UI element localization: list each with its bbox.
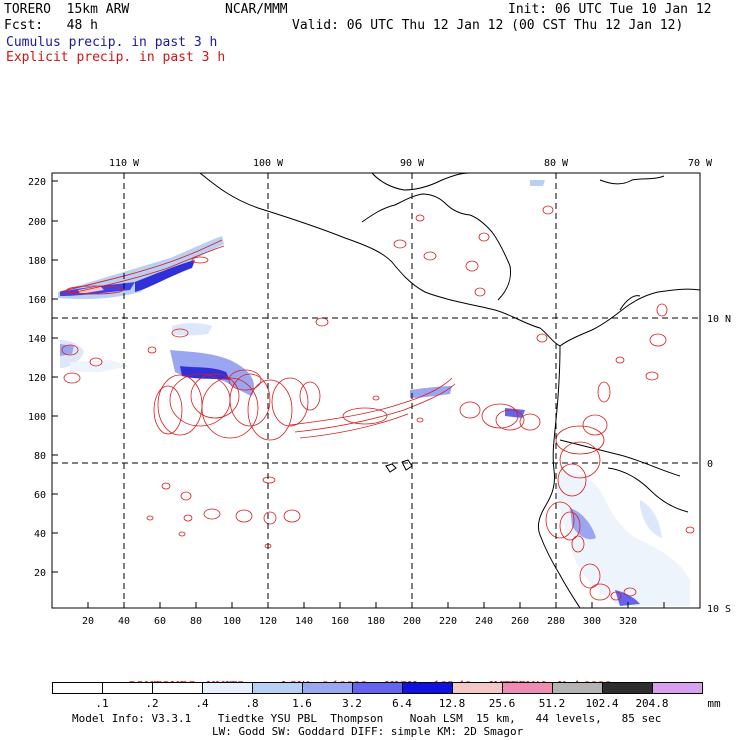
- grid-label-x: 280: [547, 616, 565, 627]
- grid-label-x: 220: [439, 616, 457, 627]
- lon-label-70w: 70 W: [688, 158, 713, 169]
- colorbar-label: 12.8: [438, 697, 466, 710]
- organization-label: NCAR/MMM: [225, 2, 288, 17]
- explicit-precip-label: Explicit precip. in past 3 h: [6, 50, 226, 65]
- cumulus-precip-shading: [58, 180, 690, 606]
- grid-label-y: 140: [28, 334, 46, 345]
- grid-label-x: 20: [82, 616, 94, 627]
- grid-ticks: [52, 180, 665, 608]
- latlon-grid: [52, 173, 700, 608]
- colorbar-label: 102.4: [585, 697, 619, 710]
- lon-label-80w: 80 W: [544, 158, 569, 169]
- colorbar-swatch: [602, 682, 653, 694]
- grid-label-x: 100: [223, 616, 241, 627]
- colorbar-label: 51.2: [538, 697, 566, 710]
- grid-label-y: 80: [34, 451, 46, 462]
- colorbar-swatch: [352, 682, 403, 694]
- lon-label-110w: 110 W: [109, 158, 140, 169]
- colorbar-swatch: [302, 682, 353, 694]
- lon-label-100w: 100 W: [253, 158, 284, 169]
- grid-label-x: 180: [367, 616, 385, 627]
- colorbar-label: .8: [245, 697, 259, 710]
- grid-label-x: 140: [295, 616, 313, 627]
- grid-label-x: 240: [475, 616, 493, 627]
- grid-label-x: 300: [583, 616, 601, 627]
- colorbar-unit: mm: [707, 697, 721, 710]
- colorbar-swatch: [252, 682, 303, 694]
- colorbar-label: 3.2: [342, 697, 362, 710]
- grid-label-y: 60: [34, 490, 46, 501]
- forecast-hour: Fcst: 48 h: [4, 18, 98, 33]
- colorbar-swatch: [52, 682, 103, 694]
- colorbar-label: 1.6: [292, 697, 312, 710]
- colorbar-swatch: [102, 682, 153, 694]
- colorbar-swatch: [202, 682, 253, 694]
- grid-label-x: 320: [619, 616, 637, 627]
- explicit-precip-contours: [59, 205, 695, 601]
- model-info-line: Model Info: V3.3.1 Tiedtke YSU PBL Thomp…: [72, 712, 662, 725]
- coastlines: [199, 173, 700, 608]
- colorbar-swatch: [652, 682, 703, 694]
- cumulus-precip-label: Cumulus precip. in past 3 h: [6, 35, 218, 50]
- grid-label-x: 120: [259, 616, 277, 627]
- grid-label-y: 200: [28, 217, 46, 228]
- grid-label-y: 20: [34, 568, 46, 579]
- valid-time: Valid: 06 UTC Thu 12 Jan 12 (00 CST Thu …: [292, 18, 684, 33]
- init-time: Init: 06 UTC Tue 10 Jan 12: [508, 2, 712, 17]
- grid-label-x: 40: [118, 616, 130, 627]
- colorbar-swatch: [552, 682, 603, 694]
- colorbar-label: 25.6: [488, 697, 516, 710]
- grid-label-x: 60: [154, 616, 166, 627]
- physics-info-line: LW: Godd SW: Goddard DIFF: simple KM: 2D…: [212, 725, 524, 738]
- grid-label-y: 40: [34, 529, 46, 540]
- colorbar-swatch: [452, 682, 503, 694]
- grid-label-x: 260: [511, 616, 529, 627]
- grid-label-y: 100: [28, 412, 46, 423]
- lat-label-10n: 10 N: [707, 314, 731, 325]
- grid-label-x: 80: [190, 616, 202, 627]
- colorbar-label: .2: [145, 697, 159, 710]
- lat-label-10s: 10 S: [707, 604, 731, 615]
- colorbar-label: .4: [195, 697, 209, 710]
- colorbar-label: .1: [95, 697, 109, 710]
- lon-label-90w: 90 W: [400, 158, 425, 169]
- grid-label-y: 160: [28, 295, 46, 306]
- grid-label-y: 180: [28, 256, 46, 267]
- colorbar-swatch: [152, 682, 203, 694]
- grid-label-x: 200: [403, 616, 421, 627]
- grid-label-y: 220: [28, 177, 46, 188]
- lat-label-0: 0: [707, 459, 713, 470]
- colorbar-swatch: [502, 682, 553, 694]
- grid-label-x: 160: [331, 616, 349, 627]
- colorbar-label: 204.8: [635, 697, 669, 710]
- grid-label-y: 120: [28, 373, 46, 384]
- model-title: TORERO 15km ARW: [4, 2, 130, 17]
- colorbar-swatch: [402, 682, 453, 694]
- colorbar-label: 6.4: [392, 697, 412, 710]
